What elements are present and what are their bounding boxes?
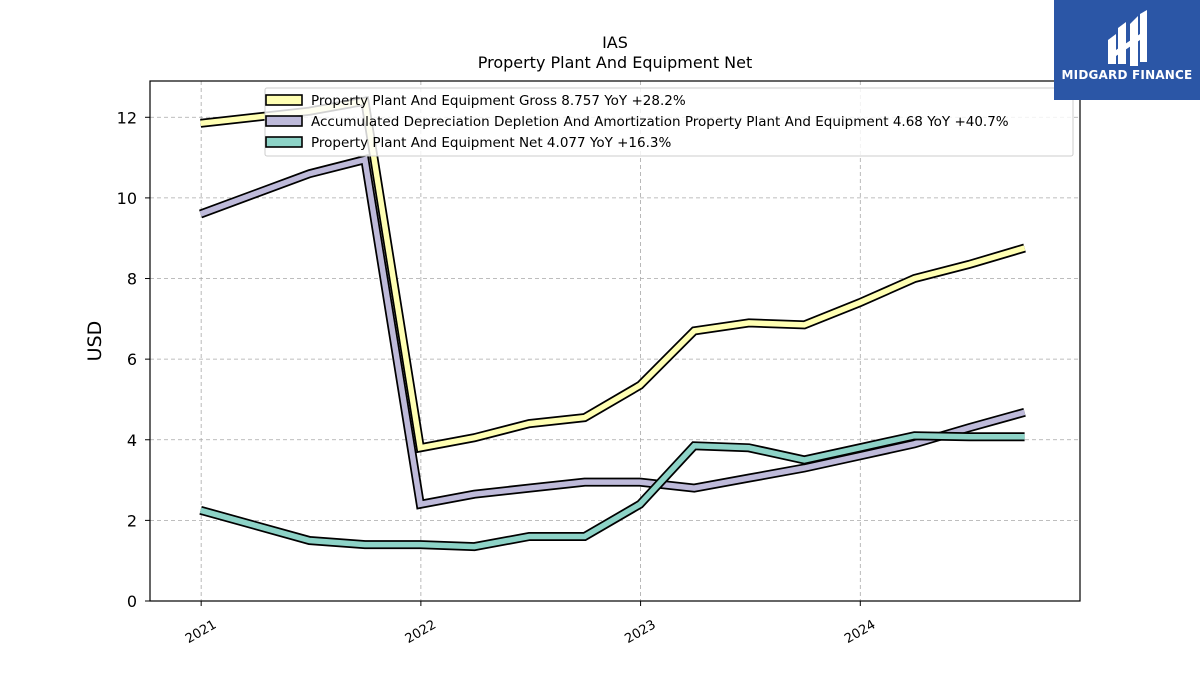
x-tick-label: 2021 xyxy=(183,617,219,647)
series-line xyxy=(199,432,1025,550)
y-tick-label: 0 xyxy=(127,592,137,611)
y-axis-ticks: 0 2 4 6 8 10 12 xyxy=(117,108,150,611)
series-2 xyxy=(199,431,1025,552)
x-axis-ticks: 2021 2022 2023 2024 xyxy=(183,601,878,647)
series-line xyxy=(199,156,1026,508)
legend-entry: Property Plant And Equipment Gross 8.757… xyxy=(311,93,686,109)
series-line-outline xyxy=(199,154,1026,510)
y-tick-label: 4 xyxy=(127,431,137,450)
series-0 xyxy=(200,95,1026,454)
chart-title: IAS xyxy=(602,33,628,52)
y-axis-label: USD xyxy=(84,321,106,362)
plot-frame xyxy=(149,80,1081,602)
y-tick-label: 6 xyxy=(127,350,137,369)
legend-entry: Accumulated Depreciation Depletion And A… xyxy=(311,114,1009,130)
y-tick-label: 8 xyxy=(127,270,137,289)
legend: Property Plant And Equipment Gross 8.757… xyxy=(264,87,1074,157)
legend-swatch xyxy=(265,94,303,106)
series-line-outline xyxy=(199,431,1025,552)
series-1 xyxy=(199,154,1026,510)
x-tick-label: 2022 xyxy=(403,617,439,647)
chart-subtitle: Property Plant And Equipment Net xyxy=(478,53,753,72)
legend-box xyxy=(264,87,1074,157)
legend-entry: Property Plant And Equipment Net 4.077 Y… xyxy=(311,135,671,151)
y-tick-label: 12 xyxy=(117,108,137,127)
midgard-finance-logo: MIDGARD FINANCE xyxy=(1054,0,1200,100)
logo-mark-icon xyxy=(1108,10,1147,66)
x-tick-label: 2023 xyxy=(622,617,658,647)
legend-swatch xyxy=(265,136,303,148)
x-tick-label: 2024 xyxy=(842,617,878,647)
logo-text: MIDGARD FINANCE xyxy=(1061,68,1193,82)
series-line xyxy=(200,97,1026,452)
series-lines xyxy=(199,95,1026,552)
legend-swatch xyxy=(265,115,303,127)
y-tick-label: 10 xyxy=(117,189,137,208)
y-tick-label: 2 xyxy=(127,511,137,530)
